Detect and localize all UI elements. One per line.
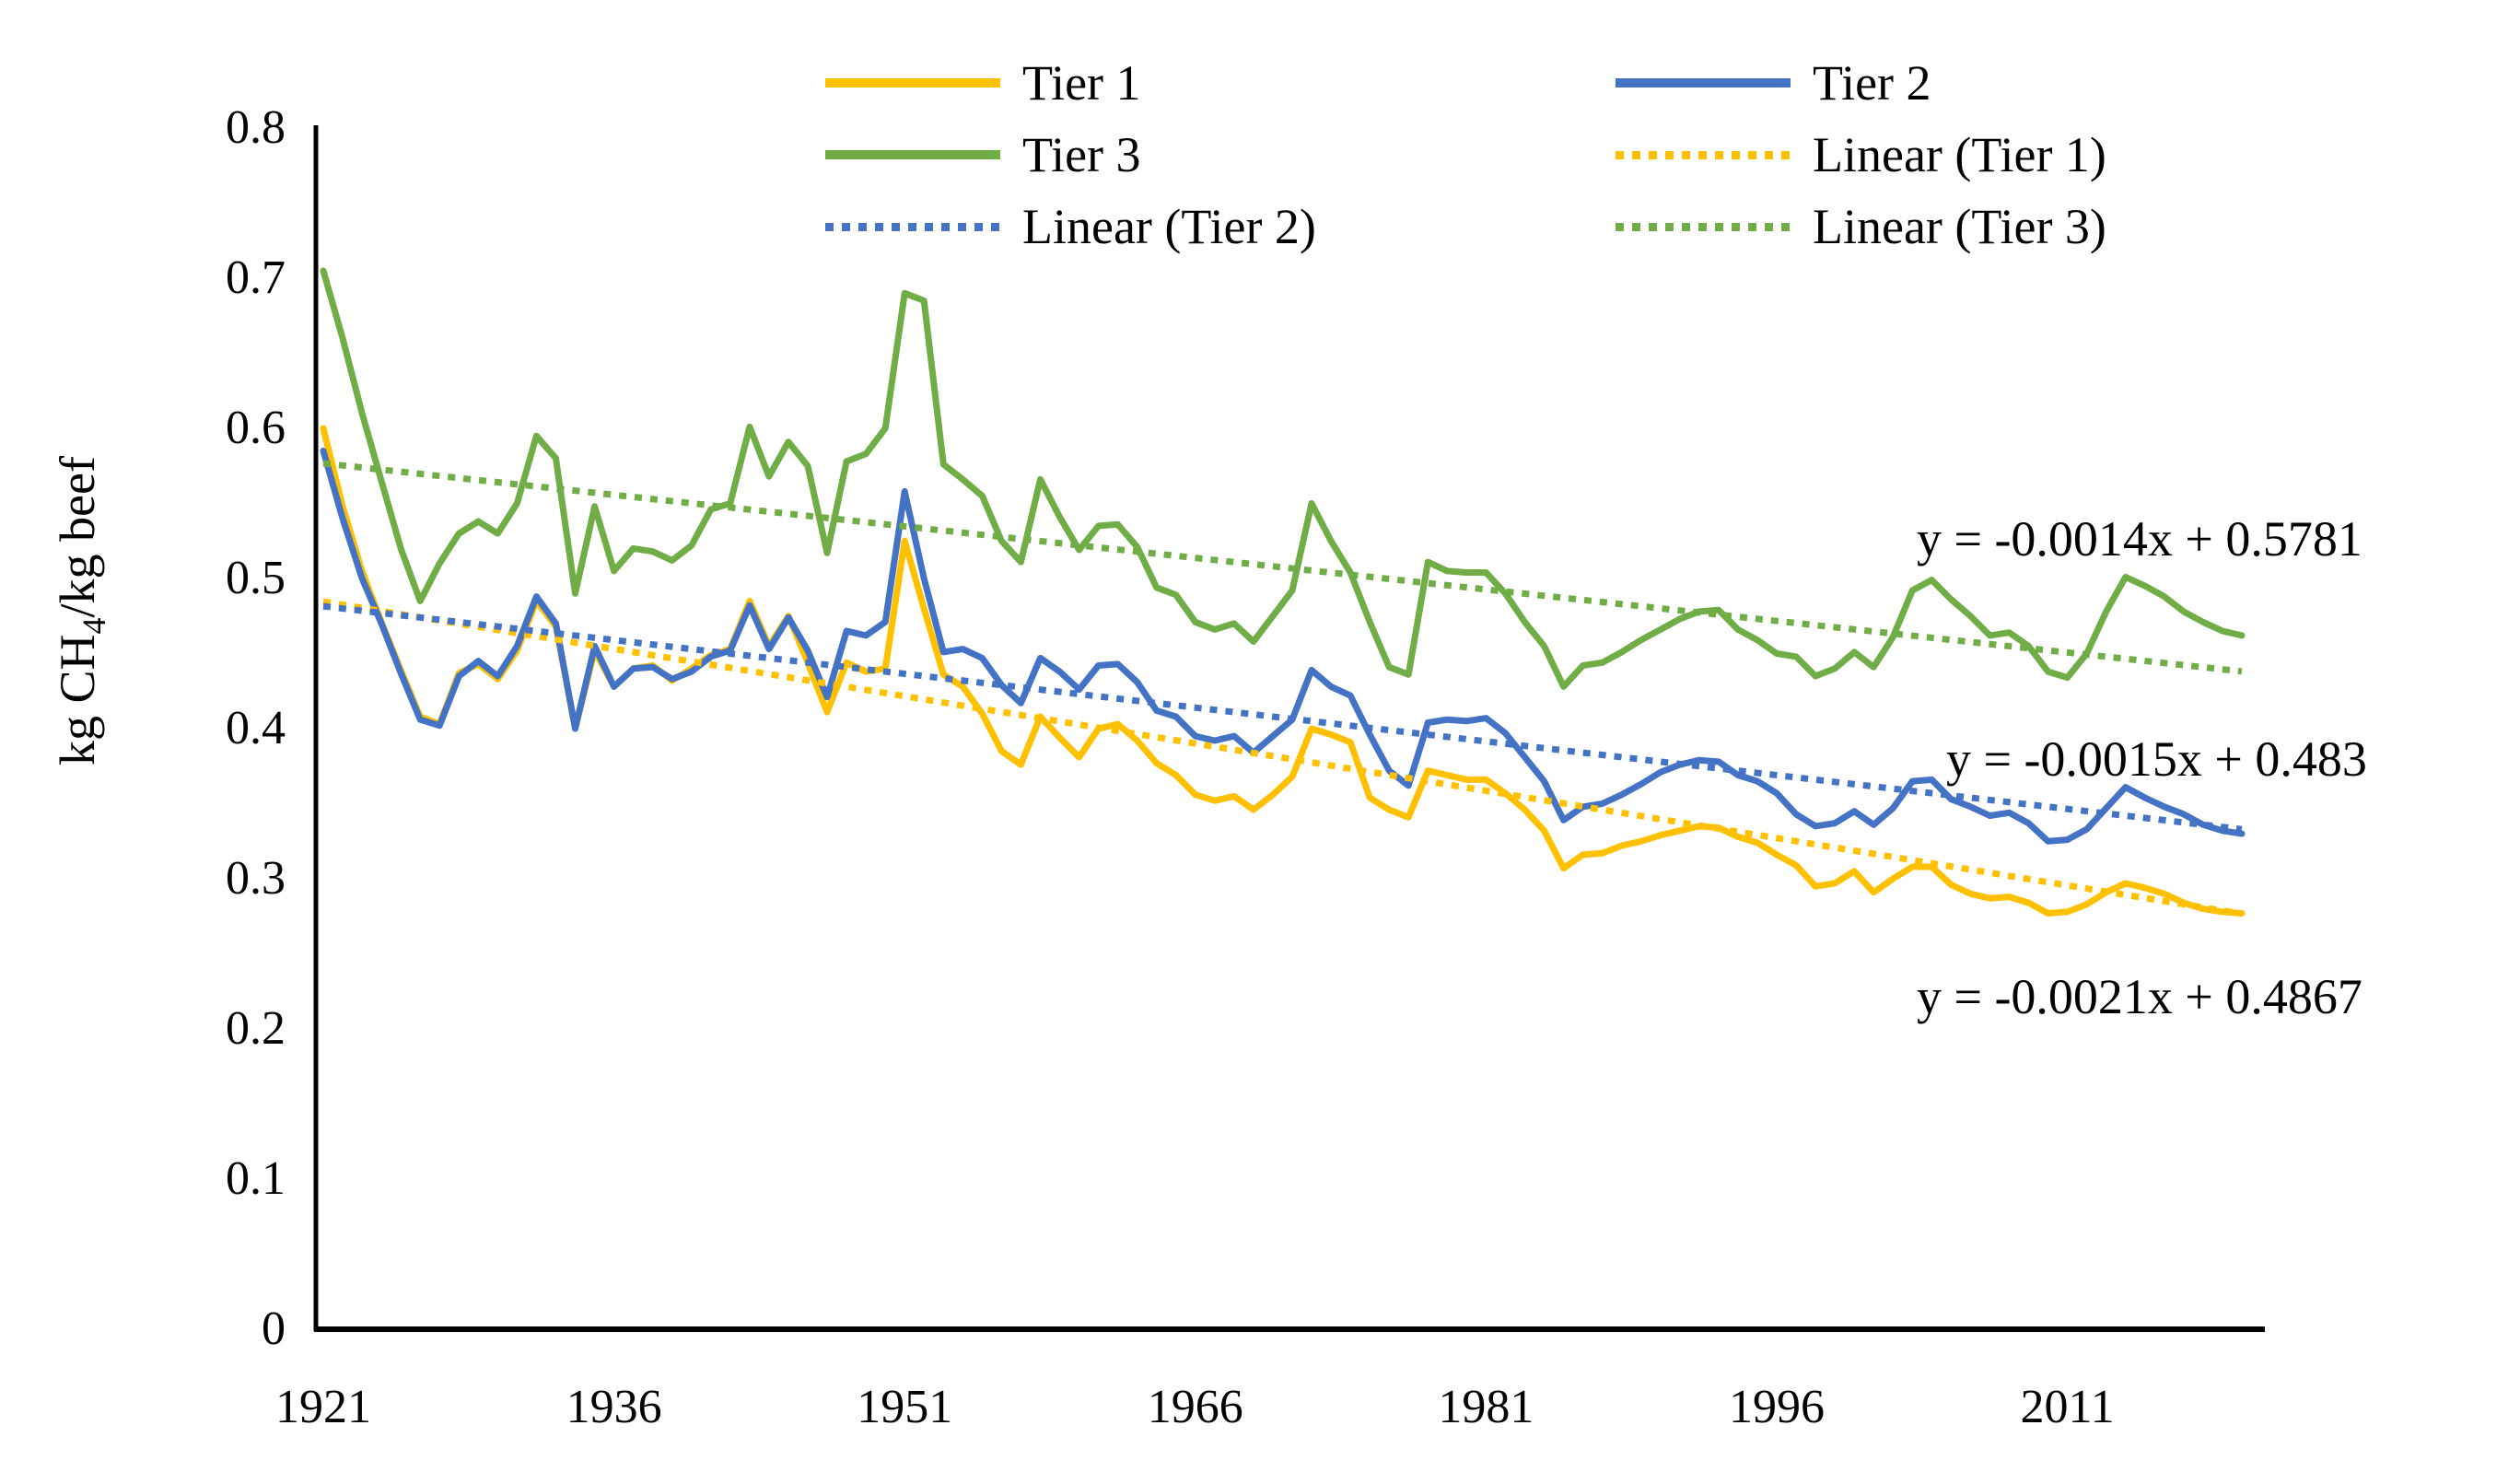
y-axis-title-subscript: 4	[75, 617, 112, 635]
equation-tier-2: y = -0.0015x + 0.483	[1946, 731, 2367, 787]
legend-label-tier-2: Tier 2	[1813, 55, 1931, 111]
y-tick-label: 0.3	[226, 852, 286, 905]
y-tick-label: 0.5	[226, 552, 286, 604]
legend-label-tier-1: Tier 1	[1022, 55, 1141, 111]
y-tick-label: 0.7	[226, 251, 286, 304]
legend-label-linear-tier-3: Linear (Tier 3)	[1813, 199, 2106, 254]
linear-tier-3-dotted-swatch	[1616, 222, 1791, 231]
x-tick-label: 1921	[275, 1381, 371, 1433]
legend-item-tier-2: Tier 2	[1616, 51, 1931, 115]
legend-label-tier-3: Tier 3	[1022, 127, 1141, 182]
tier-2-line	[320, 448, 2246, 845]
linear-tier-1-trendline	[322, 598, 2243, 917]
x-tick-label: 1966	[1147, 1381, 1243, 1433]
tier-3-line-swatch	[825, 150, 1000, 159]
y-tick-label: 0.6	[226, 402, 286, 454]
linear-tier-1-dotted-swatch	[1616, 150, 1791, 159]
legend-label-linear-tier-1: Linear (Tier 1)	[1813, 127, 2106, 182]
legend-label-linear-tier-2: Linear (Tier 2)	[1022, 199, 1316, 254]
y-tick-label: 0.2	[226, 1002, 286, 1055]
legend-item-linear-tier-1: Linear (Tier 1)	[1616, 123, 2106, 187]
y-tick-label: 0.8	[226, 101, 286, 154]
legend-item-linear-tier-3: Linear (Tier 3)	[1616, 194, 2106, 259]
tier-1-line-swatch	[825, 78, 1000, 88]
equation-tier-1: y = -0.0021x + 0.4867	[1917, 969, 2362, 1024]
y-tick-label: 0.4	[226, 702, 286, 754]
x-tick-label: 1981	[1438, 1381, 1534, 1433]
y-axis-title: kg CH4/kg beef	[49, 456, 113, 765]
legend-item-linear-tier-2: Linear (Tier 2)	[825, 194, 1316, 259]
legend-item-tier-1: Tier 1	[825, 51, 1141, 115]
y-axis-title-suffix: /kg beef	[50, 456, 106, 618]
x-tick-label: 2011	[2020, 1381, 2115, 1433]
linear-tier-2-trendline	[322, 602, 2243, 833]
legend-item-tier-3: Tier 3	[825, 123, 1141, 187]
equation-tier-3: y = -0.0014x + 0.5781	[1917, 511, 2362, 567]
x-tick-label: 1951	[857, 1381, 953, 1433]
y-tick-label: 0.1	[226, 1152, 286, 1205]
x-tick-label: 1936	[566, 1381, 662, 1433]
tier-3-line	[320, 267, 2246, 690]
y-tick-label: 0	[262, 1303, 286, 1355]
y-axis-title-prefix: kg CH	[50, 634, 106, 765]
linear-tier-2-dotted-swatch	[825, 222, 1000, 231]
tier-1-line	[320, 425, 2246, 917]
x-tick-label: 1996	[1729, 1381, 1825, 1433]
tier-2-line-swatch	[1616, 78, 1791, 88]
